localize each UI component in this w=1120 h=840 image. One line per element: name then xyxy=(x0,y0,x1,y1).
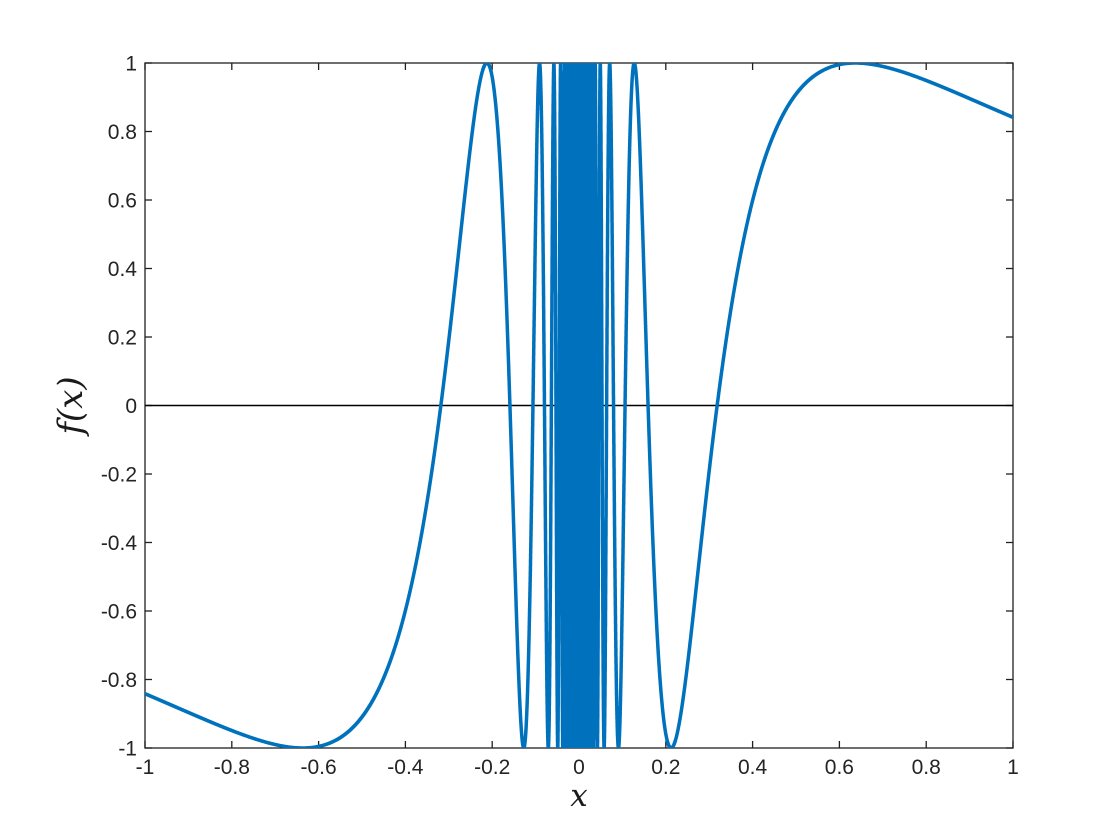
x-tick-label: -1 xyxy=(136,756,155,779)
plot-area xyxy=(145,63,1013,748)
x-tick-label: 0.4 xyxy=(738,756,768,779)
y-tick-label: 0.8 xyxy=(108,121,137,144)
x-tick-label: 0.2 xyxy=(651,756,680,779)
function-curve xyxy=(145,63,1013,748)
x-tick-label: -0.8 xyxy=(214,756,250,779)
y-tick-label: -0.2 xyxy=(101,464,137,487)
y-tick-label: 0.2 xyxy=(108,327,137,350)
x-axis-label: x xyxy=(570,778,588,814)
x-tick-label: -0.2 xyxy=(474,756,510,779)
y-tick-label: 1 xyxy=(125,53,137,76)
x-tick-label: 0.6 xyxy=(825,756,854,779)
x-tick-label: 1 xyxy=(1007,756,1019,779)
y-tick-label: -0.6 xyxy=(101,601,137,624)
y-tick-label: -1 xyxy=(118,738,137,761)
y-tick-label: -0.4 xyxy=(101,532,138,555)
x-tick-label: -0.6 xyxy=(301,756,337,779)
y-axis-label: f(x) xyxy=(51,376,91,437)
y-tick-label: -0.8 xyxy=(101,669,137,692)
x-tick-labels: -1 -0.8 -0.6 -0.4 -0.2 0 0.2 0.4 0.6 0.8 1 xyxy=(136,756,1019,779)
y-tick-label: 0 xyxy=(125,395,137,418)
y-tick-label: 0.4 xyxy=(108,258,138,281)
x-tick-label: -0.4 xyxy=(387,756,424,779)
y-tick-labels: -1 -0.8 -0.6 -0.4 -0.2 0 0.2 0.4 0.6 0.8 1 xyxy=(101,53,138,761)
y-tick-label: 0.6 xyxy=(108,190,137,213)
x-tick-label: 0.8 xyxy=(912,756,941,779)
x-tick-label: 0 xyxy=(573,756,585,779)
